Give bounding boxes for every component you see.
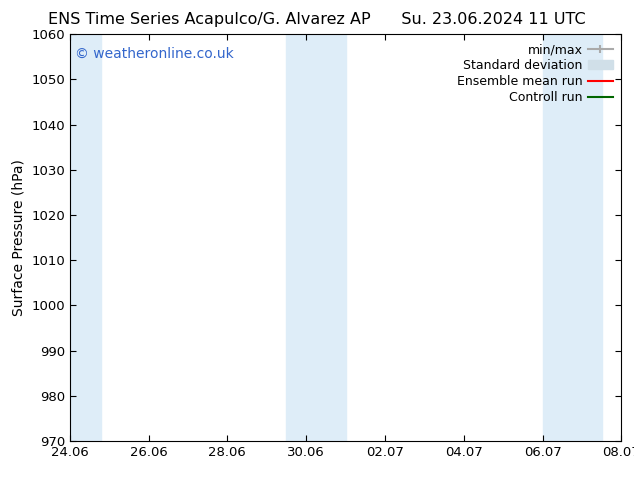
Text: © weatheronline.co.uk: © weatheronline.co.uk [75, 47, 234, 60]
Y-axis label: Surface Pressure (hPa): Surface Pressure (hPa) [11, 159, 25, 316]
Legend: min/max, Standard deviation, Ensemble mean run, Controll run: min/max, Standard deviation, Ensemble me… [455, 41, 615, 107]
Text: ENS Time Series Acapulco/G. Alvarez AP      Su. 23.06.2024 11 UTC: ENS Time Series Acapulco/G. Alvarez AP S… [48, 12, 586, 27]
Bar [543, 34, 602, 441]
Bar [287, 34, 346, 441]
Bar [70, 34, 101, 441]
